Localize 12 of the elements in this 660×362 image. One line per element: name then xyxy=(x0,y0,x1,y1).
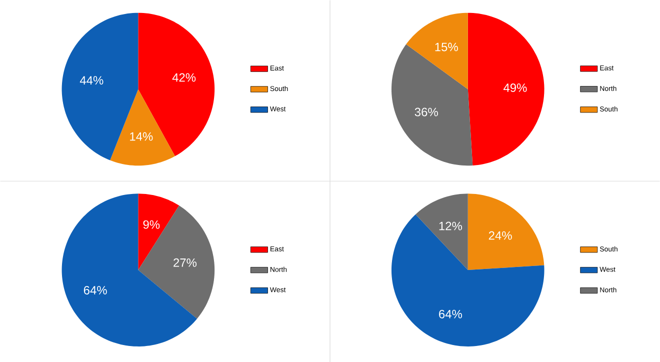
data-label: 49% xyxy=(504,83,527,92)
data-label: 44% xyxy=(80,76,104,84)
data-label: 24% xyxy=(488,231,512,240)
data-label: 14% xyxy=(130,132,153,141)
data-label: 15% xyxy=(435,42,458,52)
data-label: 64% xyxy=(84,286,107,294)
data-label: 64% xyxy=(439,310,462,318)
data-label: 12% xyxy=(439,222,462,230)
data-label: 27% xyxy=(174,258,197,267)
data-label: 9% xyxy=(143,220,160,229)
data-label: 36% xyxy=(414,108,438,116)
data-label: 42% xyxy=(172,73,196,82)
